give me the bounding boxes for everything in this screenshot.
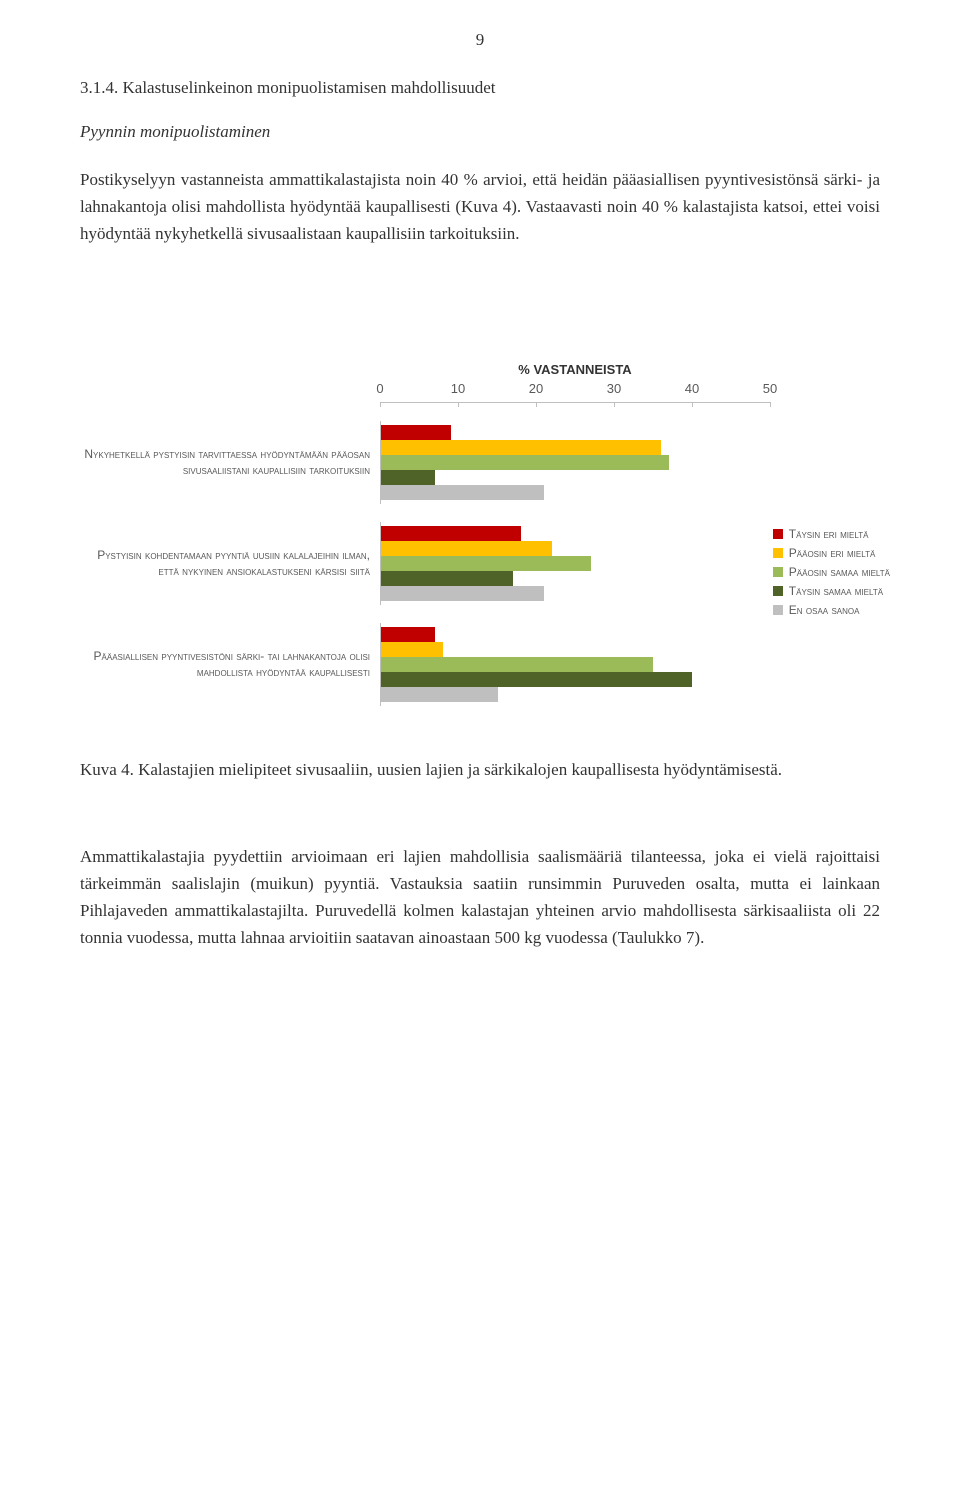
bar-segment [381, 672, 692, 687]
bar-segment [381, 485, 544, 500]
bar-segment [381, 687, 498, 702]
section-subheading: Pyynnin monipuolistaminen [80, 122, 880, 142]
legend-label: Pääosin samaa mieltä [789, 565, 890, 579]
bar-segment [381, 425, 451, 440]
page-number: 9 [80, 30, 880, 50]
legend-item: Täysin samaa mieltä [773, 584, 890, 598]
legend-item: En osaa sanoa [773, 603, 890, 617]
legend-label: Täysin eri mieltä [789, 527, 869, 541]
bar-segment [381, 657, 653, 672]
axis-tick-label: 30 [607, 381, 621, 396]
bar-segment [381, 440, 661, 455]
bar-segment [381, 541, 552, 556]
legend-swatch [773, 586, 783, 596]
chart-category-row: Nykyhetkellä pystyisin tarvittaessa hyöd… [80, 421, 880, 504]
legend-item: Pääosin eri mieltä [773, 546, 890, 560]
axis-tick-label: 0 [376, 381, 383, 396]
legend-swatch [773, 548, 783, 558]
section-heading: 3.1.4. Kalastuselinkeinon monipuolistami… [80, 78, 880, 98]
legend-swatch [773, 605, 783, 615]
bar-group [380, 421, 770, 504]
bar-segment [381, 642, 443, 657]
chart-figure: % VASTANNEISTA 0 10 20 30 40 50 Nykyhetkellä … [80, 362, 880, 706]
paragraph-2: Ammattikalastajia pyydettiin arvioimaan … [80, 843, 880, 952]
chart-x-axis: 0 10 20 30 40 50 [80, 381, 880, 403]
bar-group [380, 623, 770, 706]
bar-segment [381, 556, 591, 571]
legend-label: Täysin samaa mieltä [789, 584, 883, 598]
legend-swatch [773, 567, 783, 577]
bar-segment [381, 586, 544, 601]
axis-tick-label: 40 [685, 381, 699, 396]
axis-tick-label: 10 [451, 381, 465, 396]
legend-item: Täysin eri mieltä [773, 527, 890, 541]
category-label: Pystyisin kohdentamaan pyyntiä uusiin ka… [80, 547, 380, 579]
bar-segment [381, 455, 669, 470]
legend-item: Pääosin samaa mieltä [773, 565, 890, 579]
legend-label: Pääosin eri mieltä [789, 546, 876, 560]
bar-segment [381, 571, 513, 586]
axis-tick-label: 50 [763, 381, 777, 396]
chart-category-row: Pääasiallisen pyyntivesistöni särki- tai… [80, 623, 880, 706]
bar-segment [381, 627, 435, 642]
bar-group [380, 522, 770, 605]
bar-segment [381, 470, 435, 485]
category-label: Pääasiallisen pyyntivesistöni särki- tai… [80, 648, 380, 680]
paragraph-1: Postikyselyyn vastanneista ammattikalast… [80, 166, 880, 248]
axis-tick-label: 20 [529, 381, 543, 396]
bar-segment [381, 526, 521, 541]
legend-label: En osaa sanoa [789, 603, 860, 617]
chart-legend: Täysin eri mieltä Pääosin eri mieltä Pääos… [773, 527, 890, 622]
legend-swatch [773, 529, 783, 539]
chart-title: % VASTANNEISTA [380, 362, 770, 377]
category-label: Nykyhetkellä pystyisin tarvittaessa hyöd… [80, 446, 380, 478]
figure-caption: Kuva 4. Kalastajien mielipiteet sivusaal… [80, 756, 880, 783]
chart-category-row: Pystyisin kohdentamaan pyyntiä uusiin ka… [80, 522, 880, 605]
